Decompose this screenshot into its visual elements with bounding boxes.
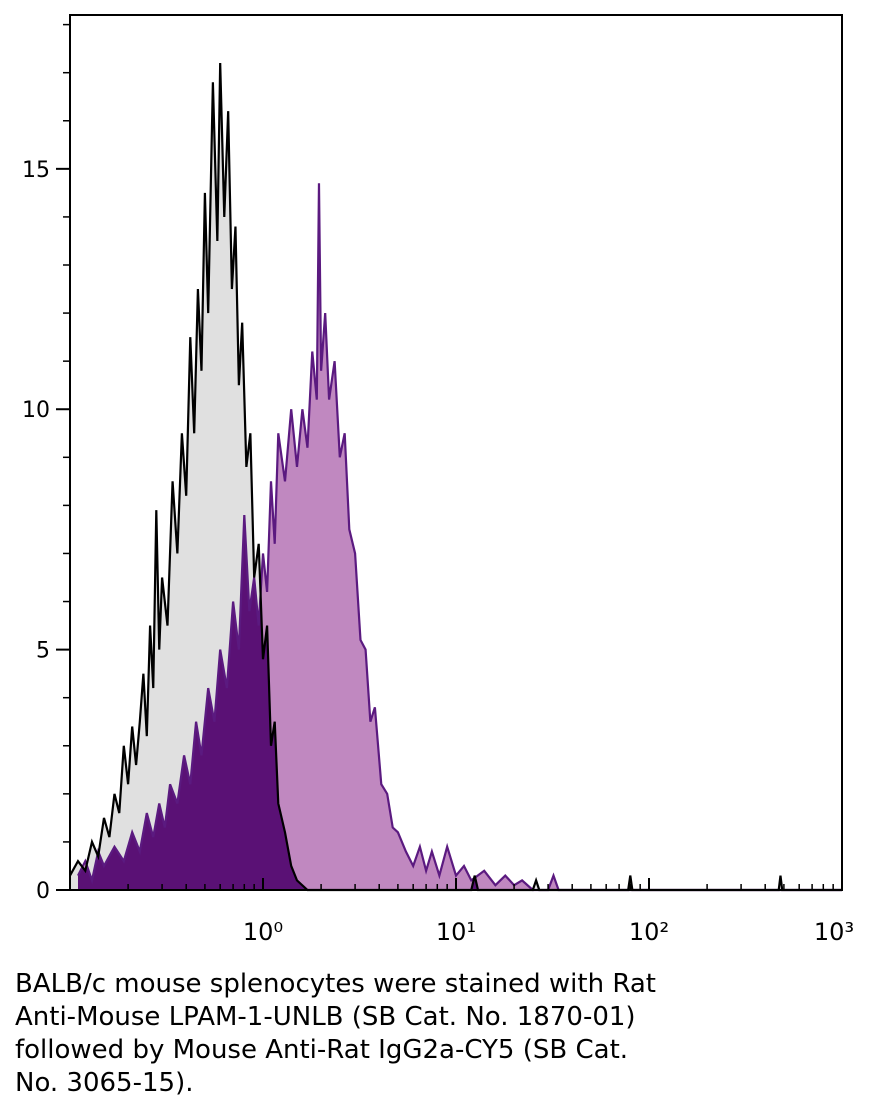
- caption-line: followed by Mouse Anti-Rat IgG2a-CY5 (SB…: [15, 1035, 629, 1065]
- x-tick-label: 10⁰: [243, 918, 283, 946]
- x-tick-label: 10¹: [436, 918, 476, 946]
- y-tick-label: 10: [22, 398, 50, 423]
- area-line: [69, 63, 842, 892]
- caption-line: Anti-Mouse LPAM-1-UNLB (SB Cat. No. 1870…: [15, 1002, 636, 1032]
- chart: 0 5 10 15 10⁰ 10¹ 10² 10³: [22, 14, 854, 946]
- caption-line: No. 3065-15).: [15, 1068, 194, 1098]
- area-line: [77, 183, 842, 892]
- y-tick-label: 0: [36, 879, 50, 904]
- x-tick-label: 10³: [814, 918, 854, 946]
- x-tick-label: 10²: [629, 918, 669, 946]
- plot-area: [69, 63, 843, 892]
- caption-line: BALB/c mouse splenocytes were stained wi…: [15, 969, 656, 999]
- y-tick-label: 5: [36, 639, 50, 664]
- y-tick-label: 15: [22, 158, 50, 183]
